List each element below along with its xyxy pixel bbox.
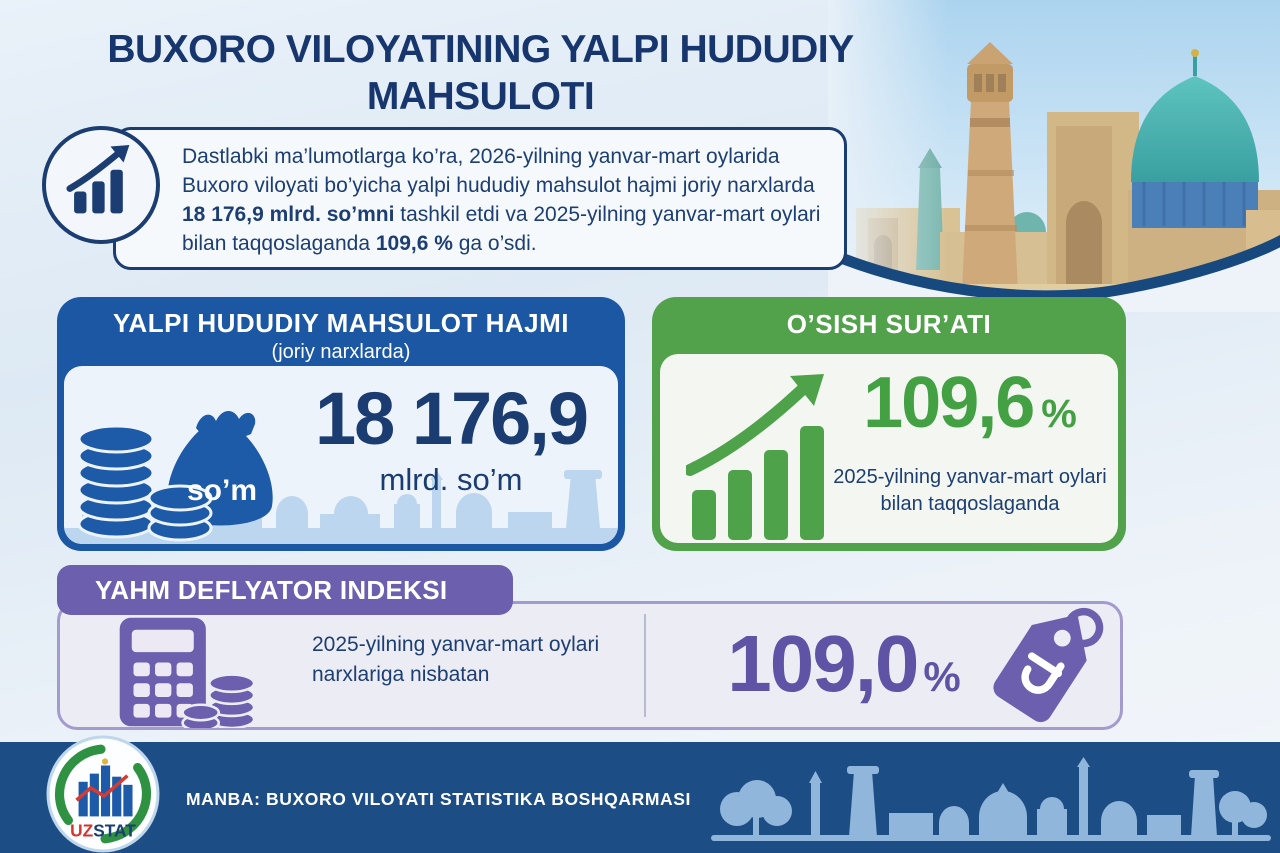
deflator-card: 2025-yilning yanvar-mart oylari narxlari… xyxy=(57,601,1123,730)
calculator-coins-icon xyxy=(119,617,256,728)
source-text: MANBA: BUXORO VILOYATI STATISTIKA BOSHQA… xyxy=(186,789,692,809)
growth-value-row: 109,6% xyxy=(828,362,1112,444)
intro-gdp-value: 18 176,9 mlrd. so’mni xyxy=(182,203,395,226)
gdp-card-body: so’m 18 176,9 mlrd. so’m xyxy=(64,366,618,544)
gdp-card-title: YALPI HUDUDIY MAHSULOT HAJMI xyxy=(112,308,570,338)
logo-stat: STAT xyxy=(93,821,136,841)
bukhara-photo xyxy=(828,0,1280,312)
growth-caption: 2025-yilning yanvar-mart oylari bilan ta… xyxy=(826,464,1114,518)
money-bag-coins-icon: so’m xyxy=(77,410,273,542)
footer: UZSTAT MANBA: BUXORO VILOYATI STATISTIKA… xyxy=(0,735,1280,853)
growth-card-title: O’SISH SUR’ATI xyxy=(786,309,992,339)
logo-uz: UZ xyxy=(70,821,93,841)
deflator-caption-line2: narxlariga nisbatan xyxy=(312,663,490,686)
growth-card-body: 109,6% 2025-yilning yanvar-mart oylari b… xyxy=(660,354,1118,543)
deflator-value-row: 109,0% xyxy=(674,604,1014,737)
money-bag-label: so’m xyxy=(187,474,257,507)
growth-card-header: O’SISH SUR’ATI xyxy=(652,297,1126,340)
intro-part1: Dastlabki ma’lumotlarga ko’ra, 2026-yiln… xyxy=(182,145,815,197)
growth-value: 109,6 xyxy=(863,363,1035,443)
page-title-line1: BUXORO VILOYATINING YALPI HUDUDIY MAHSUL… xyxy=(107,28,854,118)
deflator-value: 109,0 xyxy=(727,619,919,708)
intro-box: Dastlabki ma’lumotlarga ko’ra, 2026-yiln… xyxy=(113,127,847,270)
deflator-percent-sign: % xyxy=(923,653,961,700)
gdp-unit: mlrd. so’m xyxy=(379,462,523,497)
gdp-card-header: YALPI HUDUDIY MAHSULOT HAJMI (joriy narx… xyxy=(57,297,625,364)
uzstat-logo: UZSTAT xyxy=(46,735,160,853)
divider xyxy=(644,614,646,717)
growth-chart-circle-icon xyxy=(42,126,160,244)
deflator-caption: 2025-yilning yanvar-mart oylari narxlari… xyxy=(312,630,662,690)
price-tag-icon xyxy=(993,607,1104,723)
deflator-caption-line1: 2025-yilning yanvar-mart oylari xyxy=(312,633,600,656)
gdp-card: YALPI HUDUDIY MAHSULOT HAJMI (joriy narx… xyxy=(57,297,625,551)
deflator-card-title: YAHM DEFLYATOR INDEKSI xyxy=(57,565,513,615)
intro-paragraph: Dastlabki ma’lumotlarga ko’ra, 2026-yiln… xyxy=(182,142,836,258)
gdp-value: 18 176,9 xyxy=(314,377,589,460)
intro-part2: tashkil etdi va 2025-yilning yanvar-mart… xyxy=(182,203,821,255)
bar-chart-arrow-icon xyxy=(66,145,130,214)
growth-caption-line2: bilan taqqoslaganda xyxy=(880,493,1060,515)
footer-city-silhouette xyxy=(711,757,1271,841)
growth-bars-arrow-icon xyxy=(686,374,824,540)
intro-growth-value: 109,6 % xyxy=(375,232,453,255)
growth-card: O’SISH SUR’ATI 109,6% 2025-yilning yanva… xyxy=(652,297,1126,551)
gdp-card-subtitle: (joriy narxlarda) xyxy=(271,341,411,363)
growth-percent-sign: % xyxy=(1041,392,1077,436)
intro-part3: ga o’sdi. xyxy=(452,232,537,255)
svg-text:UZSTAT: UZSTAT xyxy=(70,821,136,841)
growth-caption-line1: 2025-yilning yanvar-mart oylari xyxy=(833,466,1107,488)
